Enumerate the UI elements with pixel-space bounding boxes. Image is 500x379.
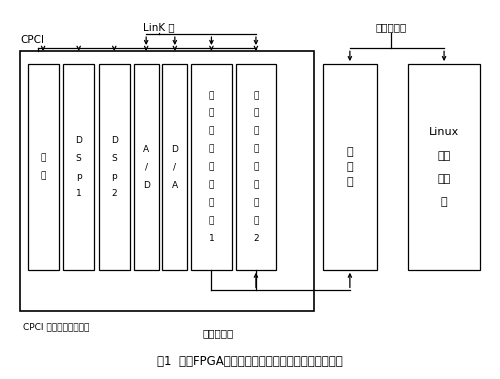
Bar [98, 64, 130, 270]
Text: Linux: Linux [429, 127, 459, 137]
Text: D: D [142, 180, 150, 190]
Bar [20, 51, 314, 311]
Text: 网: 网 [208, 127, 214, 136]
Bar [191, 64, 232, 270]
Text: 网: 网 [253, 127, 258, 136]
Text: A: A [172, 180, 178, 190]
Text: 板: 板 [208, 216, 214, 226]
Bar [28, 64, 58, 270]
Text: CPCI: CPCI [20, 34, 44, 45]
Text: D: D [111, 136, 117, 145]
Text: 路: 路 [346, 147, 353, 157]
Bar [162, 64, 187, 270]
Bar [408, 64, 480, 270]
Text: 以: 以 [208, 91, 214, 100]
Text: D: D [172, 145, 178, 153]
Text: 2: 2 [253, 234, 258, 243]
Text: D: D [75, 136, 82, 145]
Text: LinK 口: LinK 口 [142, 22, 174, 32]
Text: 1: 1 [208, 234, 214, 243]
Bar [236, 64, 276, 270]
Text: 1: 1 [76, 190, 82, 199]
Text: 山: 山 [346, 162, 353, 172]
Text: CPCI 架构信号处理平台: CPCI 架构信号处理平台 [22, 322, 89, 331]
Text: 器: 器 [346, 177, 353, 187]
Text: 据: 据 [253, 163, 258, 172]
Text: 以: 以 [253, 91, 258, 100]
Bar [134, 64, 158, 270]
Text: 千兆以太网: 千兆以太网 [376, 22, 406, 32]
Text: 通: 通 [208, 180, 214, 190]
Text: /: / [144, 163, 148, 172]
Text: 板: 板 [253, 216, 258, 226]
Text: 计算: 计算 [438, 174, 450, 184]
Text: 2: 2 [112, 190, 117, 199]
Text: 图1  基于FPGA的千兆以太网通信板的系统应用原理图: 图1 基于FPGA的千兆以太网通信板的系统应用原理图 [157, 355, 343, 368]
Text: 讯: 讯 [253, 199, 258, 207]
Text: 千兆以太网: 千兆以太网 [202, 328, 234, 338]
Text: 数: 数 [253, 145, 258, 153]
Bar [63, 64, 94, 270]
Text: p: p [112, 172, 117, 180]
Text: S: S [76, 153, 82, 163]
Bar [323, 64, 376, 270]
Text: 讯: 讯 [208, 199, 214, 207]
Text: 数: 数 [208, 145, 214, 153]
Text: A: A [143, 145, 149, 153]
Text: 太: 太 [253, 109, 258, 118]
Text: 通: 通 [253, 180, 258, 190]
Text: S: S [112, 153, 117, 163]
Text: 板: 板 [40, 172, 46, 180]
Text: 集群: 集群 [438, 150, 450, 161]
Text: 主: 主 [40, 153, 46, 163]
Text: /: / [174, 163, 176, 172]
Text: 据: 据 [208, 163, 214, 172]
Text: 太: 太 [208, 109, 214, 118]
Text: p: p [76, 172, 82, 180]
Text: 机: 机 [441, 197, 448, 207]
